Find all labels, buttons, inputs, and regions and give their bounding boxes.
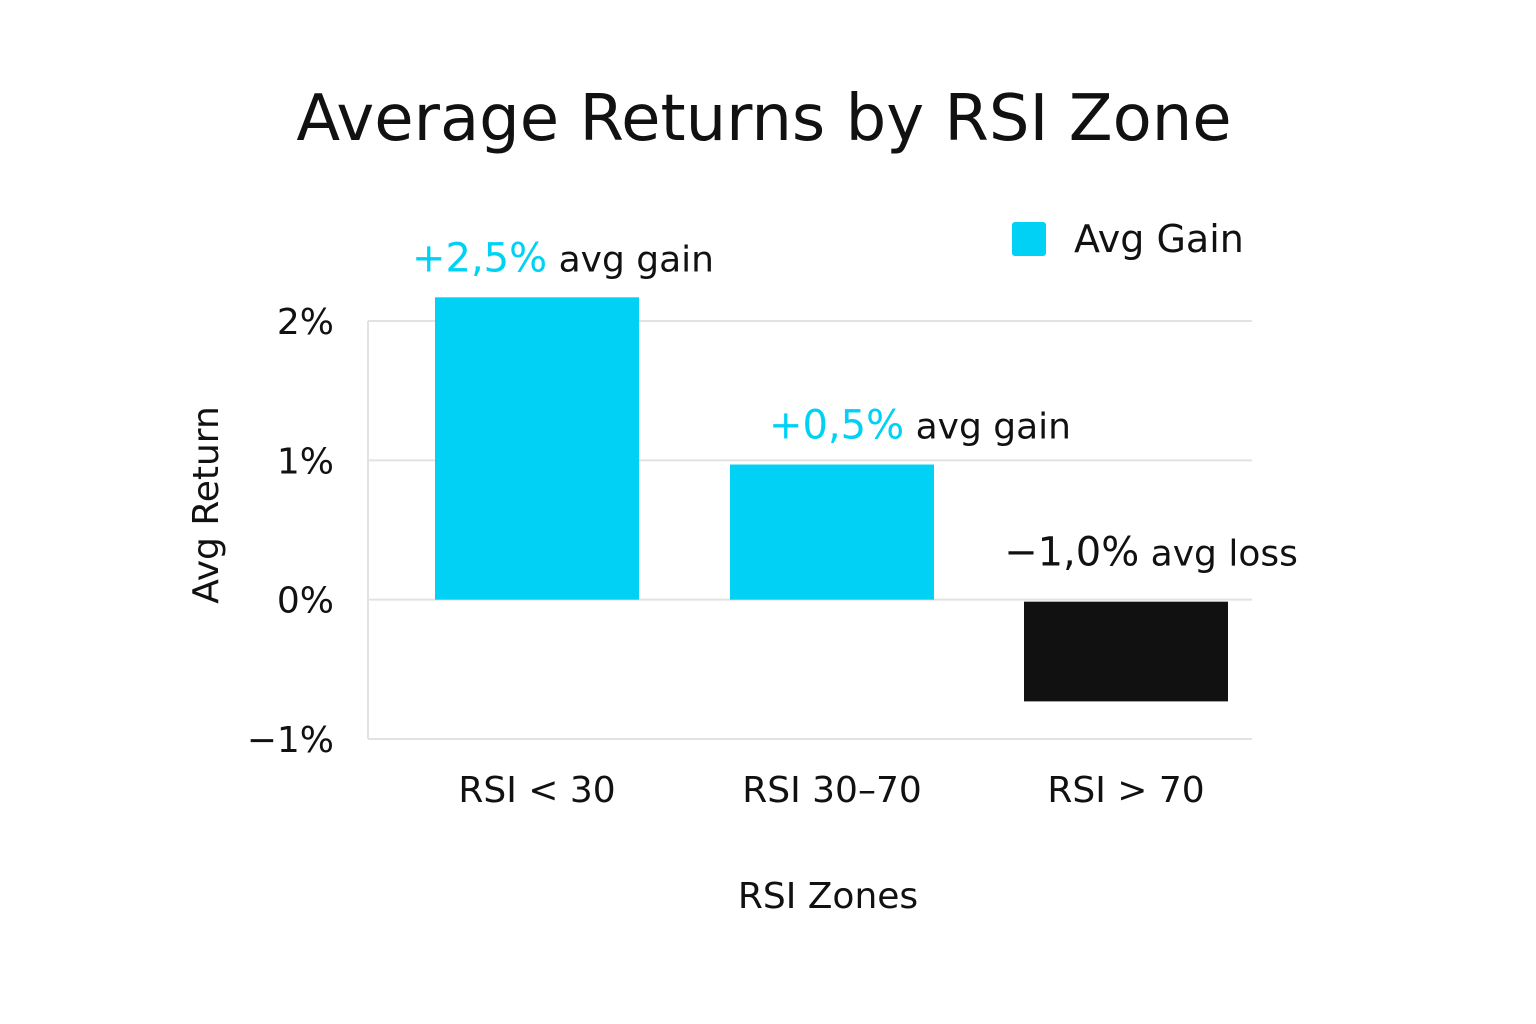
bar-0 <box>435 297 639 600</box>
data-labels: +2,5% avg gain+0,5% avg gain−1,0% avg lo… <box>412 235 1298 575</box>
y-axis-title: Avg Return <box>186 406 227 604</box>
x-tick-label: RSI 30–70 <box>742 770 922 811</box>
x-tick-label: RSI > 70 <box>1047 770 1204 811</box>
y-tick-label: −1% <box>247 720 334 761</box>
y-tick-label: 1% <box>277 441 334 482</box>
legend: Avg Gain <box>1012 217 1244 261</box>
data-label-value: +2,5% <box>412 235 547 281</box>
data-label-0: +2,5% avg gain <box>412 235 714 281</box>
data-label-value: −1,0% <box>1004 530 1139 576</box>
x-tick-label: RSI < 30 <box>458 770 615 811</box>
data-label-suffix: avg loss <box>1139 534 1298 575</box>
x-axis-ticks: RSI < 30 RSI 30–70 RSI > 70 <box>458 770 1204 811</box>
y-tick-label: 2% <box>277 302 334 343</box>
bar-2 <box>1024 601 1228 702</box>
x-axis-title: RSI Zones <box>738 876 918 917</box>
data-label-value: +0,5% <box>769 403 904 449</box>
y-axis-ticks: 2% 1% 0% −1% <box>247 302 334 761</box>
data-label-2: −1,0% avg loss <box>1004 530 1298 576</box>
legend-swatch <box>1012 222 1046 256</box>
legend-label: Avg Gain <box>1074 217 1244 261</box>
data-label-suffix: avg gain <box>904 407 1071 448</box>
y-tick-label: 0% <box>277 581 334 622</box>
data-label-suffix: avg gain <box>547 239 714 280</box>
chart-title: Average Returns by RSI Zone <box>296 82 1231 156</box>
bar-1 <box>730 464 934 600</box>
bars <box>435 297 1228 702</box>
data-label-1: +0,5% avg gain <box>769 403 1071 449</box>
